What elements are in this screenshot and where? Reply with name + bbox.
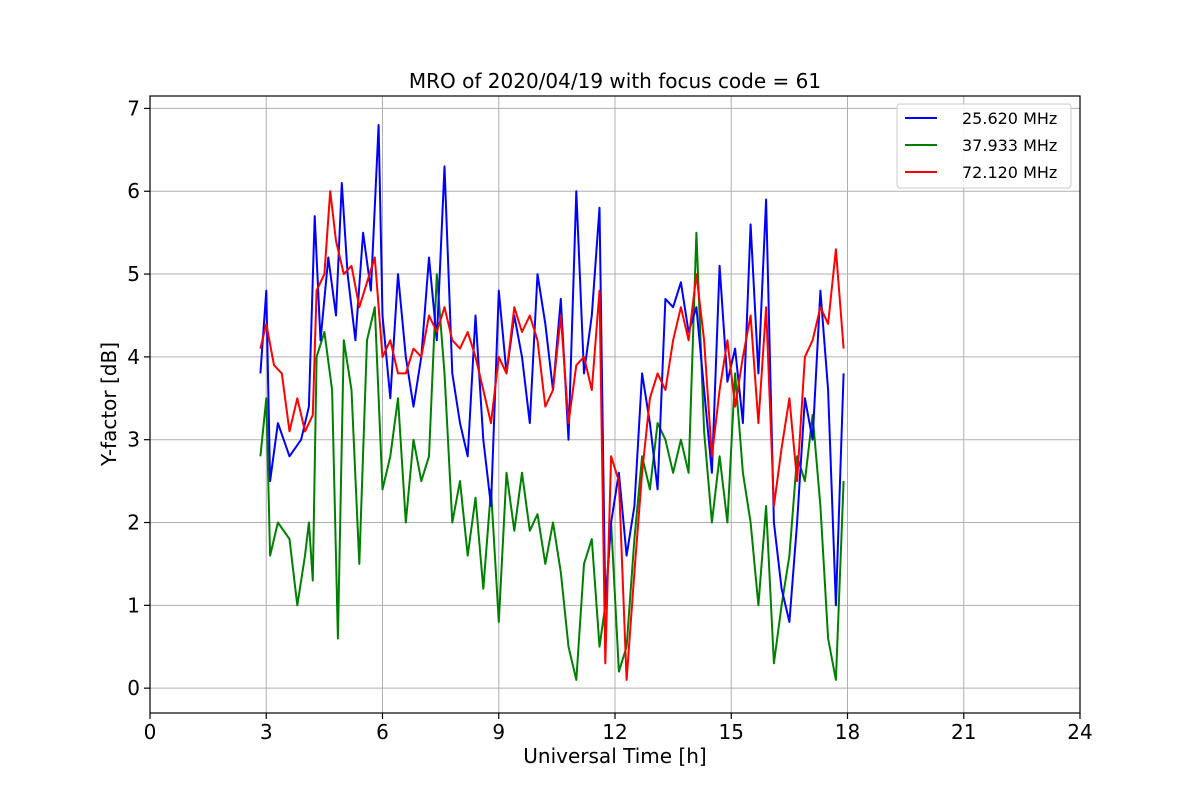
x-tick-label: 3 bbox=[260, 720, 273, 744]
series-line-72-120-mhz bbox=[259, 190, 845, 681]
y-tick-label: 2 bbox=[127, 511, 140, 535]
y-tick-label: 3 bbox=[127, 428, 140, 452]
y-tick-label: 7 bbox=[127, 96, 140, 120]
series-line-37-933-mhz bbox=[259, 231, 845, 681]
x-tick-label: 18 bbox=[835, 720, 860, 744]
y-tick-label: 5 bbox=[127, 262, 140, 286]
series-lines bbox=[259, 124, 845, 681]
x-tick-label: 24 bbox=[1067, 720, 1092, 744]
y-tick-label: 1 bbox=[127, 593, 140, 617]
legend: 25.620 MHz 37.933 MHz 72.120 MHz bbox=[896, 103, 1072, 189]
y-tick-label: 4 bbox=[127, 345, 140, 369]
x-tick-label: 6 bbox=[376, 720, 389, 744]
series-line-25-620-mhz bbox=[259, 124, 845, 623]
legend-label-72-120: 72.120 MHz bbox=[962, 163, 1057, 182]
y-axis-label: Y-factor [dB] bbox=[97, 342, 121, 467]
x-tick-label: 21 bbox=[951, 720, 976, 744]
x-tick-label: 9 bbox=[492, 720, 505, 744]
legend-label-25-620: 25.620 MHz bbox=[962, 109, 1057, 128]
legend-label-37-933: 37.933 MHz bbox=[962, 136, 1057, 155]
x-axis-label: Universal Time [h] bbox=[523, 744, 706, 768]
legend-box bbox=[896, 103, 1072, 189]
y-tick-label: 6 bbox=[127, 179, 140, 203]
x-tick-label: 0 bbox=[144, 720, 157, 744]
x-tick-label: 15 bbox=[719, 720, 744, 744]
chart-title: MRO of 2020/04/19 with focus code = 61 bbox=[409, 69, 821, 93]
x-tick-label: 12 bbox=[602, 720, 627, 744]
y-tick-label: 0 bbox=[127, 676, 140, 700]
